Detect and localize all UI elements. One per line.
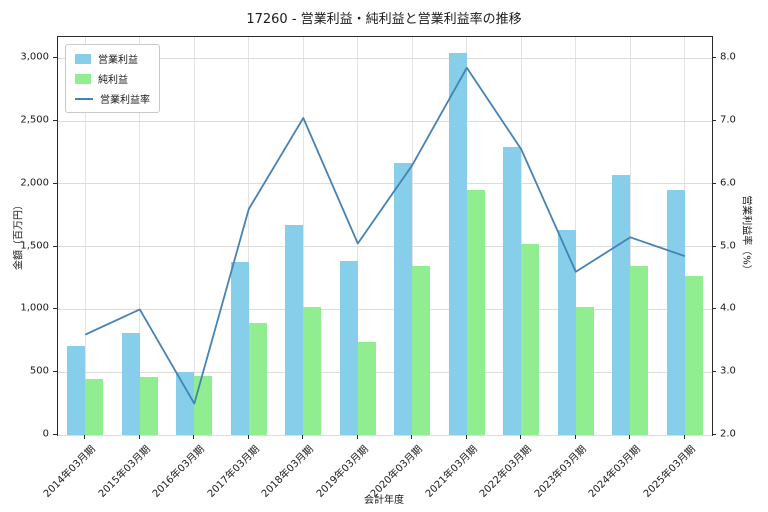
x-axis-tickmark — [683, 435, 685, 439]
legend-line-operating-margin-line — [75, 97, 93, 100]
gridline-vertical — [411, 37, 413, 435]
operating-profit-bar — [394, 163, 413, 435]
gridline-vertical — [357, 37, 359, 435]
gridline-vertical — [302, 37, 304, 435]
legend-label: 営業利益 — [98, 55, 138, 66]
x-axis-tickmark — [84, 435, 86, 439]
y-axis-tick-label-right: 5.0 — [720, 240, 736, 252]
net-profit-bar — [85, 379, 104, 435]
x-axis-tickmark — [629, 435, 631, 439]
gridline-horizontal — [58, 183, 712, 185]
y-axis-tickmark-right — [712, 434, 716, 435]
gridline-horizontal — [58, 308, 712, 310]
y-axis-tick-label-right: 8.0 — [720, 51, 736, 63]
legend-item: 純利益 — [75, 71, 150, 86]
x-axis-label: 会計年度 — [364, 495, 404, 506]
y-axis-tickmark-left — [53, 434, 57, 435]
y-axis-tick-label-left: 3,000 — [20, 51, 49, 63]
y-axis-tick-label-left: 500 — [29, 365, 49, 377]
net-profit-bar — [521, 243, 540, 435]
operating-profit-bar — [285, 225, 304, 435]
x-axis-tickmark — [193, 435, 195, 439]
legend-swatch-operating-profit-bar — [75, 53, 91, 64]
gridline-vertical — [684, 37, 686, 435]
y-axis-tick-label-right: 6.0 — [720, 177, 736, 189]
gridline-horizontal — [58, 120, 712, 122]
net-profit-bar — [412, 266, 431, 435]
legend-item: 営業利益 — [75, 51, 150, 66]
legend: 営業利益純利益営業利益率 — [65, 44, 160, 113]
operating-margin-line — [84, 66, 686, 405]
net-profit-bar — [466, 190, 485, 435]
x-axis-tickmark — [247, 435, 249, 439]
legend-label: 営業利益率 — [100, 95, 150, 106]
y-axis-tick-label-right: 3.0 — [720, 365, 736, 377]
y-axis-tickmark-left — [53, 245, 57, 247]
y-axis-tickmark-right — [712, 182, 716, 184]
operating-profit-bar — [176, 372, 195, 435]
operating-profit-bar — [503, 147, 522, 435]
y-axis-tick-label-left: 2,500 — [20, 114, 49, 126]
gridline-vertical — [248, 37, 250, 435]
net-profit-bar — [575, 306, 594, 435]
operating-profit-bar — [339, 261, 358, 435]
y-axis-label-left: 金額（百万円） — [13, 200, 25, 270]
x-axis-tickmark — [302, 435, 304, 439]
gridline-vertical — [575, 37, 577, 435]
x-axis-tickmark — [411, 435, 413, 439]
y-axis-tickmark-right — [712, 308, 716, 310]
y-axis-tickmark-left — [53, 371, 57, 373]
plot-area: 営業利益純利益営業利益率 — [57, 36, 713, 436]
chart-title: 17260 - 営業利益・純利益と営業利益率の推移 — [246, 12, 522, 27]
gridline-vertical — [520, 37, 522, 435]
net-profit-bar — [303, 306, 322, 435]
x-axis-tickmark — [465, 435, 467, 439]
legend-item: 営業利益率 — [75, 91, 150, 106]
net-profit-bar — [139, 377, 158, 435]
operating-profit-bar — [121, 333, 140, 435]
y-axis-tick-label-left: 2,000 — [20, 177, 49, 189]
gridline-vertical — [629, 37, 631, 435]
rate-line-svg — [84, 66, 686, 405]
y-axis-tick-label-left: 1,500 — [20, 240, 49, 252]
x-axis-tickmark — [520, 435, 522, 439]
x-axis-tickmark — [574, 435, 576, 439]
gridline-horizontal — [58, 246, 712, 248]
y-axis-tick-label-left: 0 — [42, 428, 49, 440]
y-axis-tick-label-left: 1,000 — [20, 302, 49, 314]
gridline-vertical — [193, 37, 195, 435]
legend-swatch-net-profit-bar — [75, 73, 91, 84]
gridline-horizontal — [58, 434, 712, 436]
gridline-vertical — [139, 37, 141, 435]
x-axis-tickmark — [138, 435, 140, 439]
y-axis-label-right: 営業利益率（%） — [740, 195, 752, 275]
gridline-horizontal — [58, 57, 712, 59]
y-axis-tick-label-right: 4.0 — [720, 302, 736, 314]
y-axis-tickmark-right — [712, 57, 716, 59]
net-profit-bar — [357, 342, 376, 435]
y-axis-tickmark-left — [53, 120, 57, 122]
y-axis-tickmark-right — [712, 120, 716, 122]
y-axis-tickmark-right — [712, 371, 716, 373]
x-axis-tickmark — [356, 435, 358, 439]
gridline-horizontal — [58, 371, 712, 373]
operating-profit-bar — [67, 345, 86, 435]
operating-profit-bar — [230, 261, 249, 435]
net-profit-bar — [684, 276, 703, 435]
y-axis-tick-label-right: 2.0 — [720, 428, 736, 440]
y-axis-tickmark-right — [712, 245, 716, 247]
y-axis-tickmark-left — [53, 308, 57, 310]
net-profit-bar — [630, 265, 649, 435]
y-axis-tick-label-right: 7.0 — [720, 114, 736, 126]
operating-profit-bar — [557, 230, 576, 435]
y-axis-tickmark-left — [53, 57, 57, 59]
y-axis-tickmark-left — [53, 182, 57, 184]
legend-label: 純利益 — [98, 75, 128, 86]
net-profit-bar — [248, 323, 267, 435]
operating-profit-bar — [448, 53, 467, 435]
gridline-vertical — [84, 37, 86, 435]
